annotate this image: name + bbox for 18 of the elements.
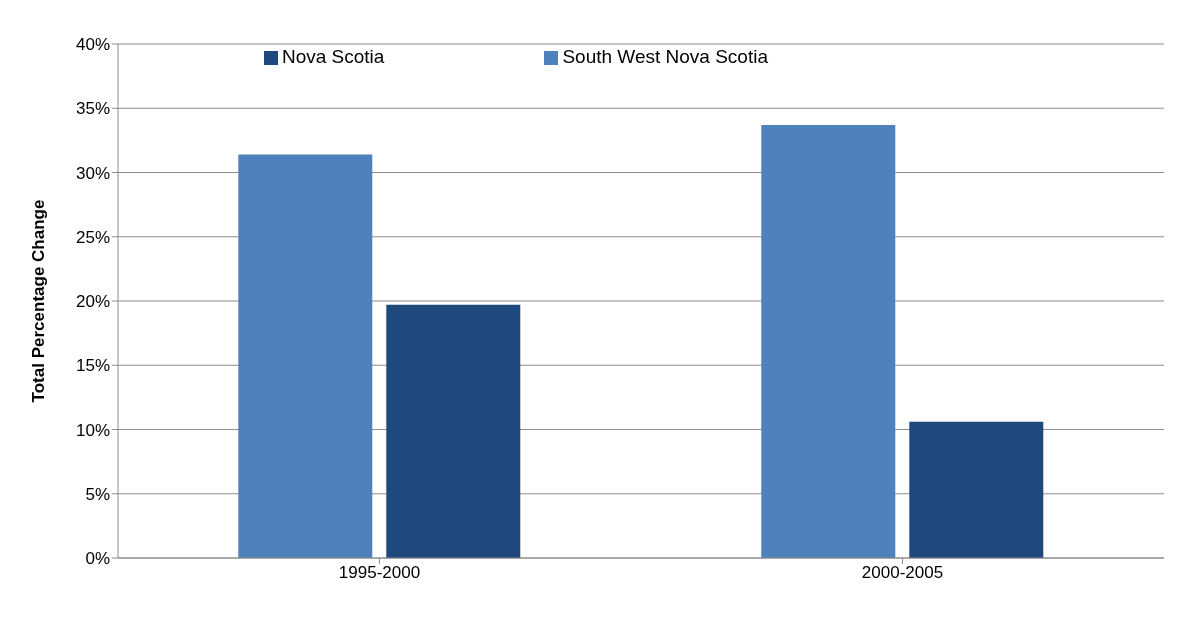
y-tick-label: 35%: [75, 99, 110, 119]
legend-label: South West Nova Scotia: [562, 46, 769, 67]
y-tick-label: 30%: [75, 163, 110, 183]
legend-label: Nova Scotia: [281, 46, 385, 67]
y-tick-label: 40%: [75, 35, 110, 55]
x-tick-label: 2000-2005: [861, 563, 944, 583]
y-tick-label: 10%: [75, 420, 110, 440]
y-tick-label: 5%: [85, 484, 110, 504]
bar: [761, 124, 896, 558]
y-tick-label: 20%: [75, 292, 110, 312]
bar: [386, 304, 521, 558]
y-tick-label: 15%: [75, 356, 110, 376]
x-tick-label: 1995-2000: [338, 563, 421, 583]
y-axis-title: Total Percentage Change: [29, 199, 49, 403]
y-tick-label: 25%: [75, 227, 110, 247]
bar: [238, 154, 373, 558]
y-tick-label: 0%: [85, 549, 110, 569]
bar: [909, 421, 1044, 558]
